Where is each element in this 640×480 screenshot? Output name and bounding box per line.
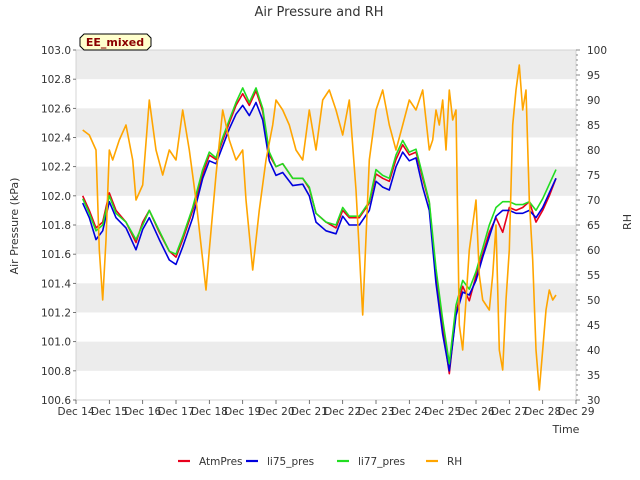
- chart-title: Air Pressure and RH: [254, 5, 383, 20]
- station-label-box: EE_mixed: [79, 33, 152, 51]
- y-tick-label: 102.8: [41, 74, 71, 86]
- legend-label: RH: [447, 456, 462, 468]
- legend-label: li77_pres: [358, 456, 405, 468]
- y-axis-left: 100.6 100.8 101.0 101.2 101.4 101.6 101.8 102.0…: [41, 45, 76, 407]
- x-tick-label: Dec 24: [391, 406, 428, 418]
- x-tick-label: Dec 20: [257, 406, 294, 418]
- y2-tick-label: 85: [587, 120, 600, 132]
- y-tick-label: 101.6: [41, 249, 71, 261]
- x-tick-label: Dec 28: [524, 406, 561, 418]
- x-tick-label: Dec 16: [124, 406, 161, 418]
- y-tick-label: 100.8: [41, 366, 71, 378]
- grid-band: [76, 283, 576, 313]
- x-tick-label: Dec 21: [291, 406, 328, 418]
- y-axis-right: 30 35 40 45 50 55 60 65 70 75 80 85 90 95 100: [576, 45, 607, 407]
- y-tick-label: 101.8: [41, 220, 71, 232]
- y-tick-label: 102.0: [41, 191, 71, 203]
- x-tick-label: Dec 22: [324, 406, 361, 418]
- grid-band: [76, 166, 576, 196]
- x-tick-label: Dec 26: [457, 406, 494, 418]
- x-axis-label: Time: [552, 423, 580, 436]
- y-tick-label: 102.2: [41, 162, 71, 174]
- y-tick-label: 103.0: [41, 45, 71, 57]
- y2-tick-label: 70: [587, 195, 600, 207]
- y2-tick-label: 65: [587, 220, 600, 232]
- legend-label: AtmPres: [199, 456, 243, 468]
- y2-tick-label: 80: [587, 145, 600, 157]
- grid-band: [76, 50, 576, 80]
- y-tick-label: 101.2: [41, 308, 71, 320]
- y-tick-label: 101.4: [41, 278, 71, 290]
- x-tick-label: Dec 23: [357, 406, 394, 418]
- x-tick-label: Dec 18: [191, 406, 228, 418]
- x-tick-label: Dec 25: [424, 406, 461, 418]
- series-line-li75_pres: [81, 101, 557, 372]
- y-tick-label: 101.0: [41, 337, 71, 349]
- y-tick-label: 100.6: [41, 395, 71, 407]
- y-tick-label: 102.4: [41, 133, 71, 145]
- y2-tick-label: 35: [587, 370, 600, 382]
- y2-tick-label: 60: [587, 245, 600, 257]
- x-tick-label: Dec 27: [491, 406, 528, 418]
- y2-tick-label: 90: [587, 95, 600, 107]
- y2-tick-label: 55: [587, 270, 600, 282]
- y2-tick-label: 30: [587, 395, 600, 407]
- y2-axis-label: RH: [621, 214, 634, 230]
- x-tick-label: Dec 17: [157, 406, 194, 418]
- legend-label: li75_pres: [267, 456, 314, 468]
- y2-tick-label: 95: [587, 70, 600, 82]
- x-tick-label: Dec 19: [224, 406, 261, 418]
- y2-tick-label: 45: [587, 320, 600, 332]
- y2-tick-label: 50: [587, 295, 600, 307]
- grid-band: [76, 108, 576, 138]
- x-tick-label: Dec 14: [57, 406, 94, 418]
- x-tick-label: Dec 29: [557, 406, 594, 418]
- legend: AtmPres li75_pres li77_pres RH: [178, 456, 462, 468]
- station-label: EE_mixed: [86, 36, 144, 49]
- series-line-li77_pres: [81, 87, 557, 365]
- y2-tick-label: 40: [587, 345, 600, 357]
- y2-tick-label: 75: [587, 170, 600, 182]
- series-line-rh: [82, 64, 557, 391]
- y-axis-label: Air Pressure (kPa): [8, 178, 21, 275]
- y-tick-label: 102.6: [41, 103, 71, 115]
- y2-tick-label: 100: [587, 45, 607, 57]
- series-layer: [81, 64, 557, 391]
- x-tick-label: Dec 15: [91, 406, 128, 418]
- grid-band: [76, 341, 576, 371]
